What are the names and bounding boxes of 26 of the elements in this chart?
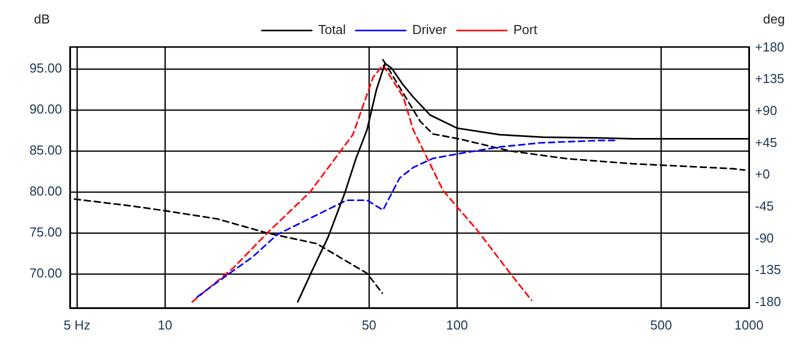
y2-tick-label: +0 [755, 166, 770, 182]
x-tick-label: 50 [362, 317, 376, 332]
x-tick-label: 10 [158, 317, 172, 332]
x-tick-label: 100 [446, 317, 468, 332]
y2-tick-label: -180 [755, 294, 782, 309]
legend-label: Port [513, 22, 538, 38]
y2-tick-label: -45 [755, 198, 774, 214]
x-tick-label: 5 Hz [64, 317, 90, 332]
x-tick-label: 1000 [734, 317, 764, 332]
y-tick-label: 85.00 [29, 142, 62, 158]
y2-tick-label: +135 [755, 71, 784, 86]
y2-tick-label: +90 [755, 102, 778, 118]
y-axis-title: dB [34, 12, 50, 27]
y2-tick-label: +180 [755, 39, 784, 54]
y-tick-label: 70.00 [29, 266, 62, 281]
y-tick-label: 95.00 [29, 60, 62, 76]
y-tick-label: 75.00 [29, 224, 62, 240]
y2-tick-label: -90 [755, 230, 774, 246]
y-tick-label: 90.00 [29, 102, 62, 117]
x-tick-label: 500 [650, 317, 672, 332]
y2-axis-title: deg [763, 12, 785, 27]
y2-tick-label: -135 [755, 262, 782, 278]
y2-tick-label: +45 [755, 134, 778, 150]
legend-label: Driver [412, 22, 448, 38]
legend-label: Total [318, 22, 346, 38]
y-tick-label: 80.00 [29, 184, 62, 199]
